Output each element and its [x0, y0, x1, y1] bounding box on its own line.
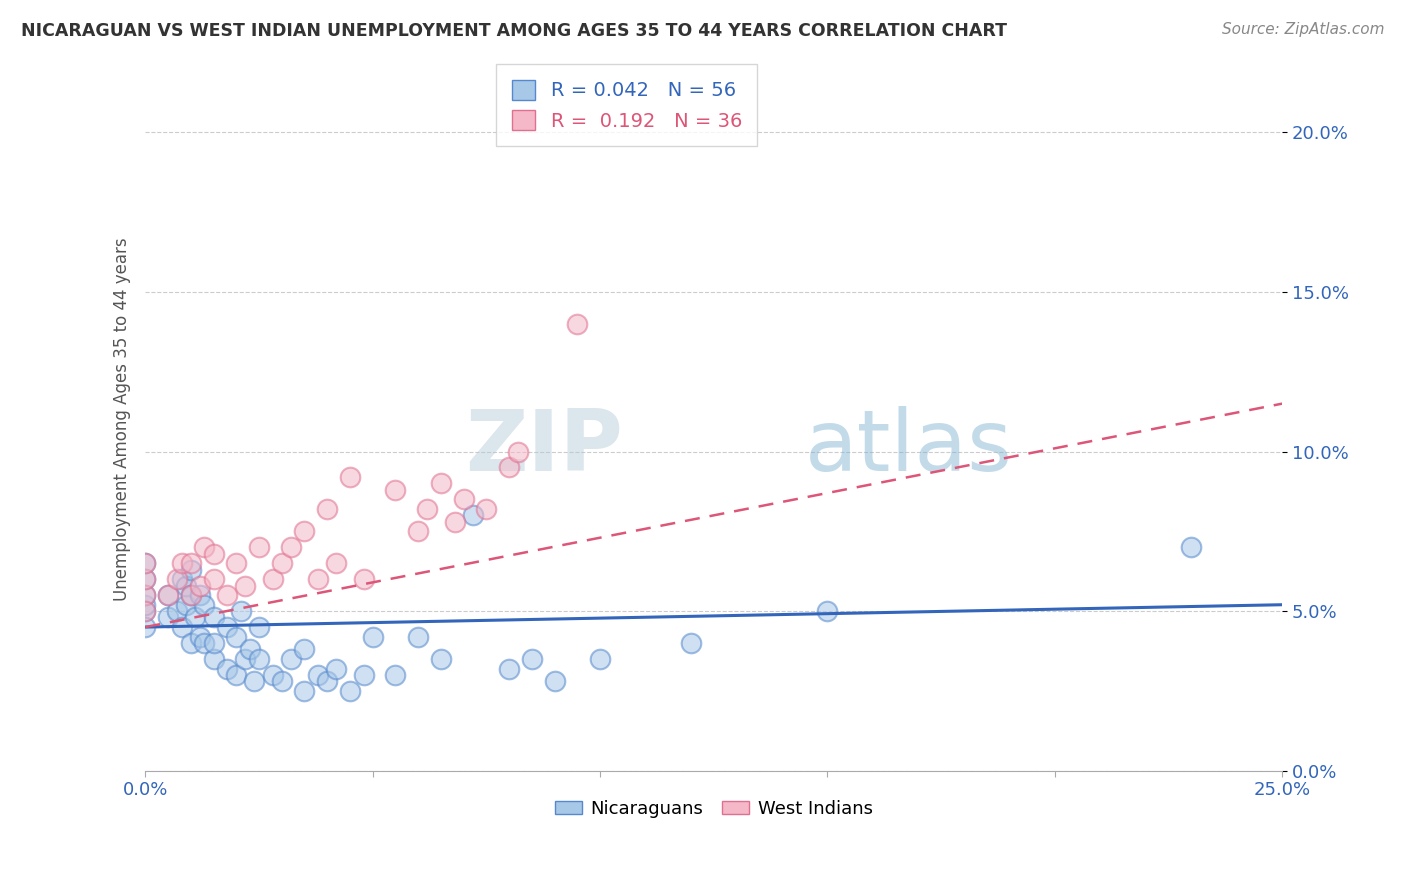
Point	[475, 502, 498, 516]
Legend: Nicaraguans, West Indians: Nicaraguans, West Indians	[547, 792, 880, 825]
Point	[188, 578, 211, 592]
Point	[316, 502, 339, 516]
Point	[262, 668, 284, 682]
Point	[307, 668, 329, 682]
Point	[202, 572, 225, 586]
Point	[815, 604, 838, 618]
Point	[157, 588, 180, 602]
Point	[1180, 541, 1202, 555]
Point	[294, 524, 316, 539]
Y-axis label: Unemployment Among Ages 35 to 44 years: Unemployment Among Ages 35 to 44 years	[114, 238, 131, 601]
Text: atlas: atlas	[804, 406, 1012, 489]
Point	[166, 604, 188, 618]
Point	[225, 630, 247, 644]
Point	[170, 556, 193, 570]
Point	[134, 604, 156, 618]
Point	[243, 674, 266, 689]
Point	[202, 547, 225, 561]
Point	[294, 642, 316, 657]
Point	[157, 610, 180, 624]
Point	[174, 598, 197, 612]
Point	[134, 588, 156, 602]
Point	[166, 572, 188, 586]
Point	[461, 508, 484, 523]
Point	[247, 620, 270, 634]
Point	[134, 620, 156, 634]
Point	[184, 610, 207, 624]
Point	[134, 556, 156, 570]
Point	[170, 620, 193, 634]
Point	[430, 652, 453, 666]
Point	[180, 588, 202, 602]
Point	[193, 598, 215, 612]
Point	[316, 674, 339, 689]
Point	[361, 630, 384, 644]
Point	[353, 668, 375, 682]
Point	[157, 588, 180, 602]
Point	[134, 556, 156, 570]
Point	[307, 572, 329, 586]
Point	[174, 578, 197, 592]
Point	[180, 556, 202, 570]
Point	[225, 556, 247, 570]
Point	[262, 572, 284, 586]
Point	[270, 674, 292, 689]
Point	[233, 578, 256, 592]
Point	[193, 636, 215, 650]
Point	[294, 684, 316, 698]
Point	[430, 476, 453, 491]
Point	[589, 652, 612, 666]
Point	[247, 541, 270, 555]
Point	[280, 541, 302, 555]
Point	[406, 524, 429, 539]
Point	[280, 652, 302, 666]
Point	[520, 652, 543, 666]
Point	[180, 636, 202, 650]
Point	[233, 652, 256, 666]
Point	[339, 470, 361, 484]
Point	[202, 636, 225, 650]
Point	[217, 588, 239, 602]
Point	[384, 668, 406, 682]
Point	[217, 662, 239, 676]
Point	[170, 572, 193, 586]
Point	[384, 483, 406, 497]
Point	[416, 502, 439, 516]
Point	[202, 610, 225, 624]
Point	[270, 556, 292, 570]
Point	[498, 662, 520, 676]
Point	[188, 588, 211, 602]
Point	[180, 563, 202, 577]
Point	[325, 662, 347, 676]
Point	[498, 460, 520, 475]
Point	[679, 636, 702, 650]
Text: ZIP: ZIP	[465, 406, 623, 489]
Point	[353, 572, 375, 586]
Point	[134, 598, 156, 612]
Point	[229, 604, 252, 618]
Text: NICARAGUAN VS WEST INDIAN UNEMPLOYMENT AMONG AGES 35 TO 44 YEARS CORRELATION CHA: NICARAGUAN VS WEST INDIAN UNEMPLOYMENT A…	[21, 22, 1007, 40]
Point	[134, 572, 156, 586]
Point	[339, 684, 361, 698]
Point	[543, 674, 565, 689]
Point	[247, 652, 270, 666]
Point	[406, 630, 429, 644]
Point	[567, 317, 589, 331]
Point	[134, 604, 156, 618]
Point	[202, 652, 225, 666]
Point	[443, 515, 465, 529]
Point	[239, 642, 262, 657]
Point	[188, 630, 211, 644]
Point	[193, 541, 215, 555]
Point	[225, 668, 247, 682]
Point	[508, 444, 530, 458]
Point	[217, 620, 239, 634]
Text: Source: ZipAtlas.com: Source: ZipAtlas.com	[1222, 22, 1385, 37]
Point	[453, 492, 475, 507]
Point	[325, 556, 347, 570]
Point	[134, 588, 156, 602]
Point	[180, 588, 202, 602]
Point	[134, 572, 156, 586]
